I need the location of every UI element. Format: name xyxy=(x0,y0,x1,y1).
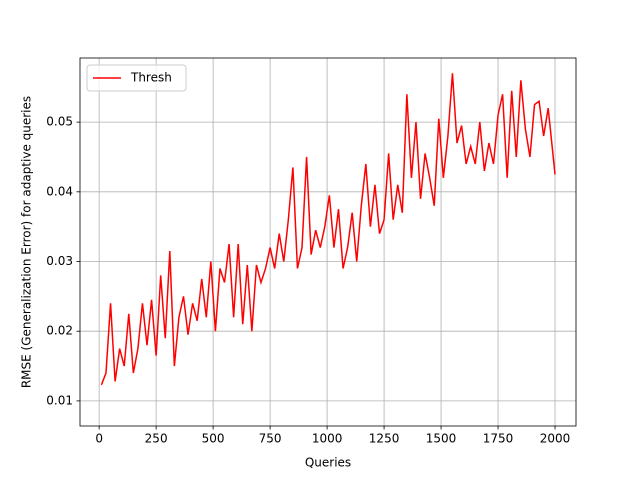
x-tick-label: 250 xyxy=(145,432,168,446)
data-line xyxy=(100,73,556,386)
x-tick-label: 1000 xyxy=(312,432,343,446)
x-axis-label: Queries xyxy=(305,456,351,470)
x-tick-label: 1750 xyxy=(483,432,514,446)
y-tick-label: 0.04 xyxy=(46,184,73,198)
x-tick-label: 500 xyxy=(202,432,225,446)
y-tick-label: 0.05 xyxy=(46,115,73,129)
axes-frame xyxy=(79,57,577,427)
y-tick-label: 0.02 xyxy=(46,324,73,338)
y-axis-label: RMSE (Generalization Error) for adaptive… xyxy=(20,96,34,388)
x-tick-label: 0 xyxy=(95,432,103,446)
x-tick-label: 1250 xyxy=(369,432,400,446)
legend-frame xyxy=(86,64,187,92)
y-tick-label: 0.03 xyxy=(46,254,73,268)
legend: Thresh xyxy=(86,64,187,92)
x-tick-label: 1500 xyxy=(426,432,457,446)
legend-label: Thresh xyxy=(130,71,172,85)
x-tick-label: 750 xyxy=(259,432,282,446)
y-tick-label: 0.01 xyxy=(46,393,73,407)
x-tick-label: 2000 xyxy=(540,432,571,446)
